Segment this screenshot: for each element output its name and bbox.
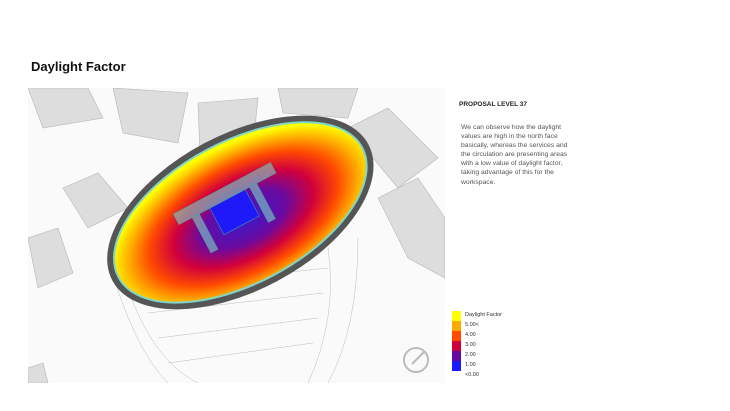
legend-swatch [452,351,461,361]
legend-label: 3.00 [465,342,476,348]
legend-swatch [452,341,461,351]
legend-swatch [452,361,461,371]
slide-title: Daylight Factor [31,59,126,74]
legend-title: Daylight Factor [465,312,502,318]
context-buildings [28,88,445,383]
panel-heading: PROPOSAL LEVEL 37 [459,101,528,108]
daylight-render [28,88,445,383]
core-walls [172,162,277,254]
legend-label: 5.00< [465,322,479,328]
legend-label: 2.00 [465,352,476,358]
legend-swatch [452,311,461,321]
legend-label: 1.00 [465,362,476,368]
legend: Daylight Factor 5.00< 4.00 3.00 2.00 1.0… [452,311,502,378]
legend-label: 4.00 [465,332,476,338]
legend-label: <0.00 [465,372,479,378]
legend-swatch [452,321,461,331]
compass-icon [403,347,429,373]
panel-description: We can observe how the daylight values a… [461,124,568,186]
legend-swatch [452,331,461,341]
